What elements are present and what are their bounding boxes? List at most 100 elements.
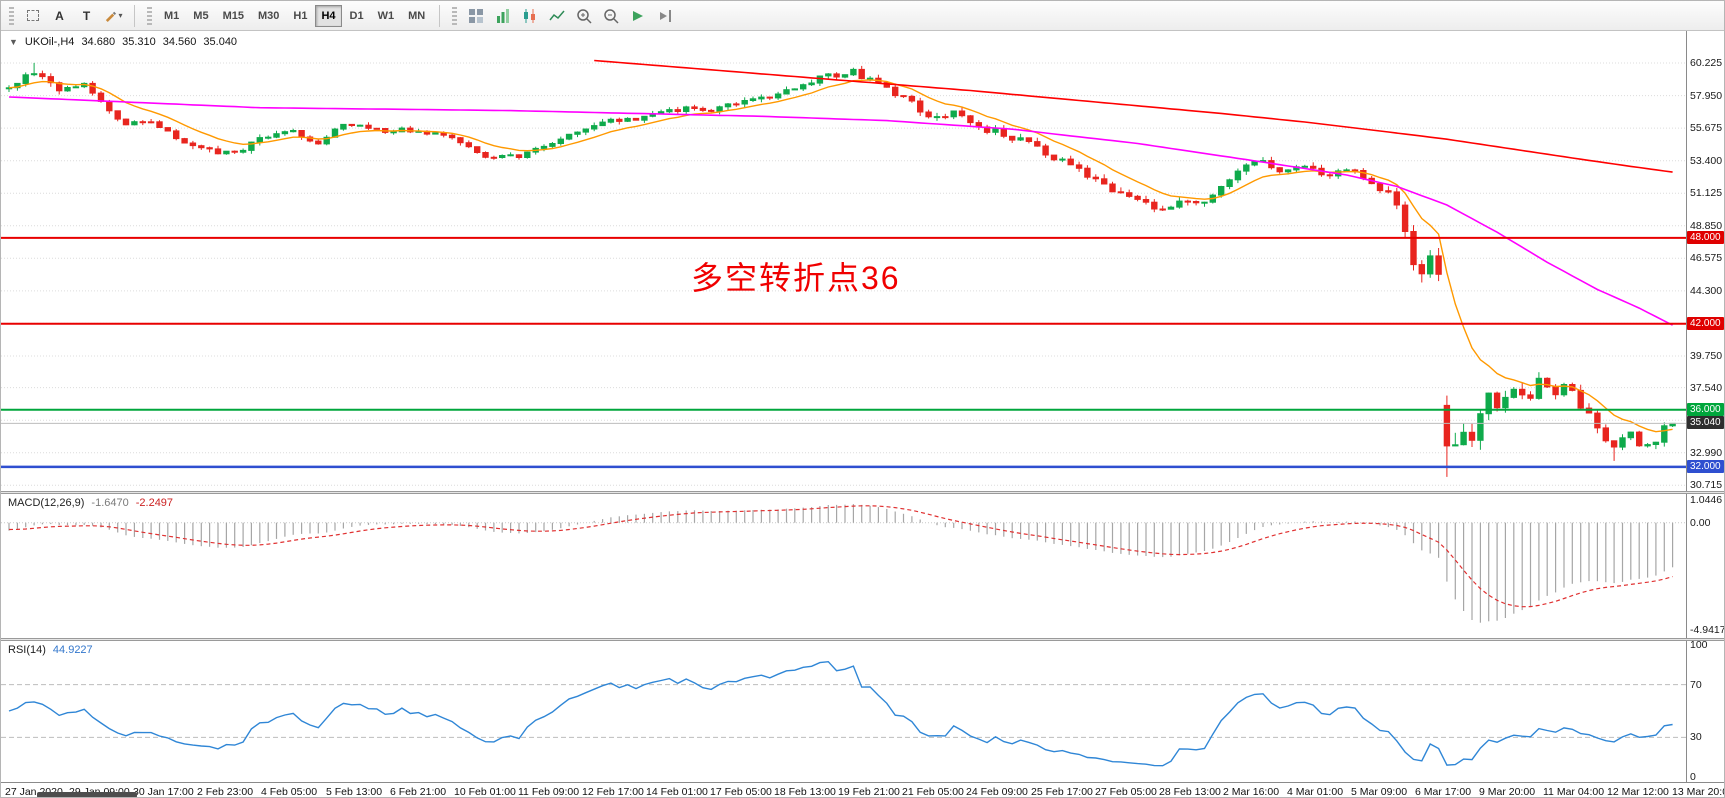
chart-text-annotation[interactable]: 多空转折点36 bbox=[691, 260, 901, 296]
rsi-axis-label: 0 bbox=[1690, 771, 1696, 783]
line-chart-view-icon[interactable] bbox=[544, 4, 569, 28]
toolbar-separator bbox=[134, 4, 135, 27]
time-axis-label: 6 Feb 21:00 bbox=[390, 786, 447, 798]
time-axis-label: 5 Mar 09:00 bbox=[1351, 786, 1408, 798]
price-axis-label: 30.715 bbox=[1690, 479, 1723, 491]
timeframe-w1-button[interactable]: W1 bbox=[372, 5, 401, 27]
rsi-pane[interactable] bbox=[1, 641, 1687, 781]
time-axis-label: 25 Feb 17:00 bbox=[1031, 786, 1093, 798]
time-axis-label: 6 Mar 17:00 bbox=[1415, 786, 1472, 798]
time-axis-label: 28 Feb 13:00 bbox=[1159, 786, 1221, 798]
price-axis-label: 55.675 bbox=[1690, 122, 1723, 134]
timeframe-m5-button[interactable]: M5 bbox=[187, 5, 214, 27]
price-axis-label: 60.225 bbox=[1690, 57, 1723, 69]
timeframe-m30-button[interactable]: M30 bbox=[252, 5, 285, 27]
ohlc-low: 34.560 bbox=[162, 36, 197, 48]
ohlc-high: 35.310 bbox=[122, 36, 156, 48]
price-axis-label: 46.575 bbox=[1690, 252, 1723, 264]
timeframe-h1-button[interactable]: H1 bbox=[287, 5, 313, 27]
price-level-badge: 32.000 bbox=[1687, 460, 1724, 473]
time-axis-label: 2 Feb 23:00 bbox=[197, 786, 254, 798]
main-chart-pane[interactable] bbox=[1, 31, 1687, 491]
time-axis-label: 19 Feb 21:00 bbox=[838, 786, 900, 798]
chevron-down-icon: ▾ bbox=[118, 11, 123, 20]
time-axis-label: 13 Mar 20:00 bbox=[1672, 786, 1724, 798]
time-axis-label: 11 Feb 09:00 bbox=[518, 786, 580, 798]
rsi-axis-label: 30 bbox=[1690, 731, 1702, 743]
price-axis-label: 32.990 bbox=[1690, 447, 1723, 459]
time-axis-label: 29 Jan 09:00 bbox=[69, 786, 130, 797]
text-tool-button[interactable]: A bbox=[47, 4, 72, 28]
ohlc-close: 35.040 bbox=[203, 36, 238, 48]
toolbar-separator bbox=[439, 4, 441, 27]
timeframe-m1-button[interactable]: M1 bbox=[158, 5, 185, 27]
price-level-badge: 36.000 bbox=[1687, 403, 1724, 416]
time-axis-label: 24 Feb 09:00 bbox=[966, 786, 1028, 798]
time-axis-label: 14 Feb 01:00 bbox=[646, 786, 708, 798]
time-axis-label: 12 Mar 12:00 bbox=[1607, 786, 1669, 798]
timeframe-d1-button[interactable]: D1 bbox=[344, 5, 370, 27]
time-axis-label: 4 Mar 01:00 bbox=[1287, 786, 1344, 798]
label-tool-button[interactable]: T bbox=[74, 4, 99, 28]
time-axis-label: 9 Mar 20:00 bbox=[1479, 786, 1536, 798]
time-axis: 27 Jan 2020 29 Jan 09:0030 Jan 17:002 Feb… bbox=[1, 782, 1724, 798]
price-axis-label: 44.300 bbox=[1690, 285, 1723, 297]
pane-separator[interactable] bbox=[1, 491, 1724, 494]
price-level-badge: 48.000 bbox=[1687, 231, 1724, 244]
price-axis-label: 48.850 bbox=[1690, 220, 1723, 232]
macd-axis-label: 1.0446 bbox=[1690, 494, 1723, 506]
toolbar-grip[interactable] bbox=[147, 6, 152, 25]
macd-axis-label: -4.9417 bbox=[1690, 624, 1725, 636]
zoom-in-icon[interactable] bbox=[571, 4, 596, 28]
selection-tool-button[interactable] bbox=[20, 4, 45, 28]
macd-pane[interactable] bbox=[1, 494, 1687, 638]
time-axis-label: 10 Feb 01:00 bbox=[454, 786, 516, 798]
macd-signal-value: -2.2497 bbox=[135, 497, 174, 509]
price-axis-label: 51.125 bbox=[1690, 187, 1723, 199]
time-axis-label: 30 Jan 17:00 bbox=[133, 786, 194, 798]
chart-shift-icon[interactable] bbox=[652, 4, 677, 28]
toolbar-grip[interactable] bbox=[452, 6, 458, 25]
toolbar-grip[interactable] bbox=[9, 6, 14, 25]
rsi-label: RSI(14) 44.9227 bbox=[8, 644, 93, 656]
price-axis: 60.225 57.950 55.675 53.400 51.125 48.850 46.5… bbox=[1687, 1, 1725, 797]
price-axis-label: 39.750 bbox=[1690, 350, 1723, 362]
rsi-axis-label: 70 bbox=[1690, 679, 1702, 691]
price-axis-label: 37.540 bbox=[1690, 382, 1723, 394]
ohlc-open: 34.680 bbox=[81, 36, 116, 48]
chart-tools-group bbox=[463, 4, 677, 28]
selection-icon bbox=[26, 10, 39, 21]
draw-tools-menu-button[interactable]: ▾ bbox=[101, 4, 126, 28]
time-axis-label: 17 Feb 05:00 bbox=[710, 786, 772, 798]
pencil-icon bbox=[106, 11, 117, 22]
candlestick-view-icon[interactable] bbox=[517, 4, 542, 28]
time-axis-label: 27 Jan 2020 bbox=[5, 786, 63, 798]
time-axis-label: 27 Feb 05:00 bbox=[1095, 786, 1157, 798]
price-axis-line bbox=[1686, 31, 1687, 782]
price-axis-label: 53.400 bbox=[1690, 155, 1723, 167]
timeframe-m15-button[interactable]: M15 bbox=[217, 5, 250, 27]
macd-label: MACD(12,26,9) -1.6470 -2.2497 bbox=[8, 497, 174, 509]
toolbar: A T ▾ M1 M5 M15 M30 H1 H4 D1 W1 MN bbox=[1, 1, 1724, 31]
auto-scroll-icon[interactable] bbox=[625, 4, 650, 28]
tile-windows-icon[interactable] bbox=[463, 4, 488, 28]
timeframe-group: M1 M5 M15 M30 H1 H4 D1 W1 MN bbox=[158, 4, 431, 27]
time-axis-label: 4 Feb 05:00 bbox=[261, 786, 318, 798]
pane-separator[interactable] bbox=[1, 638, 1724, 641]
price-axis-label: 57.950 bbox=[1690, 90, 1723, 102]
new-chart-icon[interactable] bbox=[490, 4, 515, 28]
zoom-out-icon[interactable] bbox=[598, 4, 623, 28]
time-axis-label: 2 Mar 16:00 bbox=[1223, 786, 1280, 798]
time-axis-label: 12 Feb 17:00 bbox=[582, 786, 644, 798]
macd-axis-label: 0.00 bbox=[1690, 517, 1711, 529]
macd-value: -1.6470 bbox=[91, 497, 129, 509]
chart-dropdown-arrow[interactable]: ▼ bbox=[9, 37, 18, 47]
price-level-badge: 42.000 bbox=[1687, 317, 1724, 330]
time-axis-label: 11 Mar 04:00 bbox=[1543, 786, 1605, 798]
time-axis-label: 21 Feb 05:00 bbox=[902, 786, 964, 798]
horizontal-scrollbar-thumb[interactable] bbox=[37, 792, 137, 797]
chart-title-readout: ▼ UKOil-,H4 34.680 35.310 34.560 35.040 bbox=[9, 36, 237, 48]
timeframe-mn-button[interactable]: MN bbox=[402, 5, 431, 27]
timeframe-h4-button[interactable]: H4 bbox=[315, 4, 342, 27]
